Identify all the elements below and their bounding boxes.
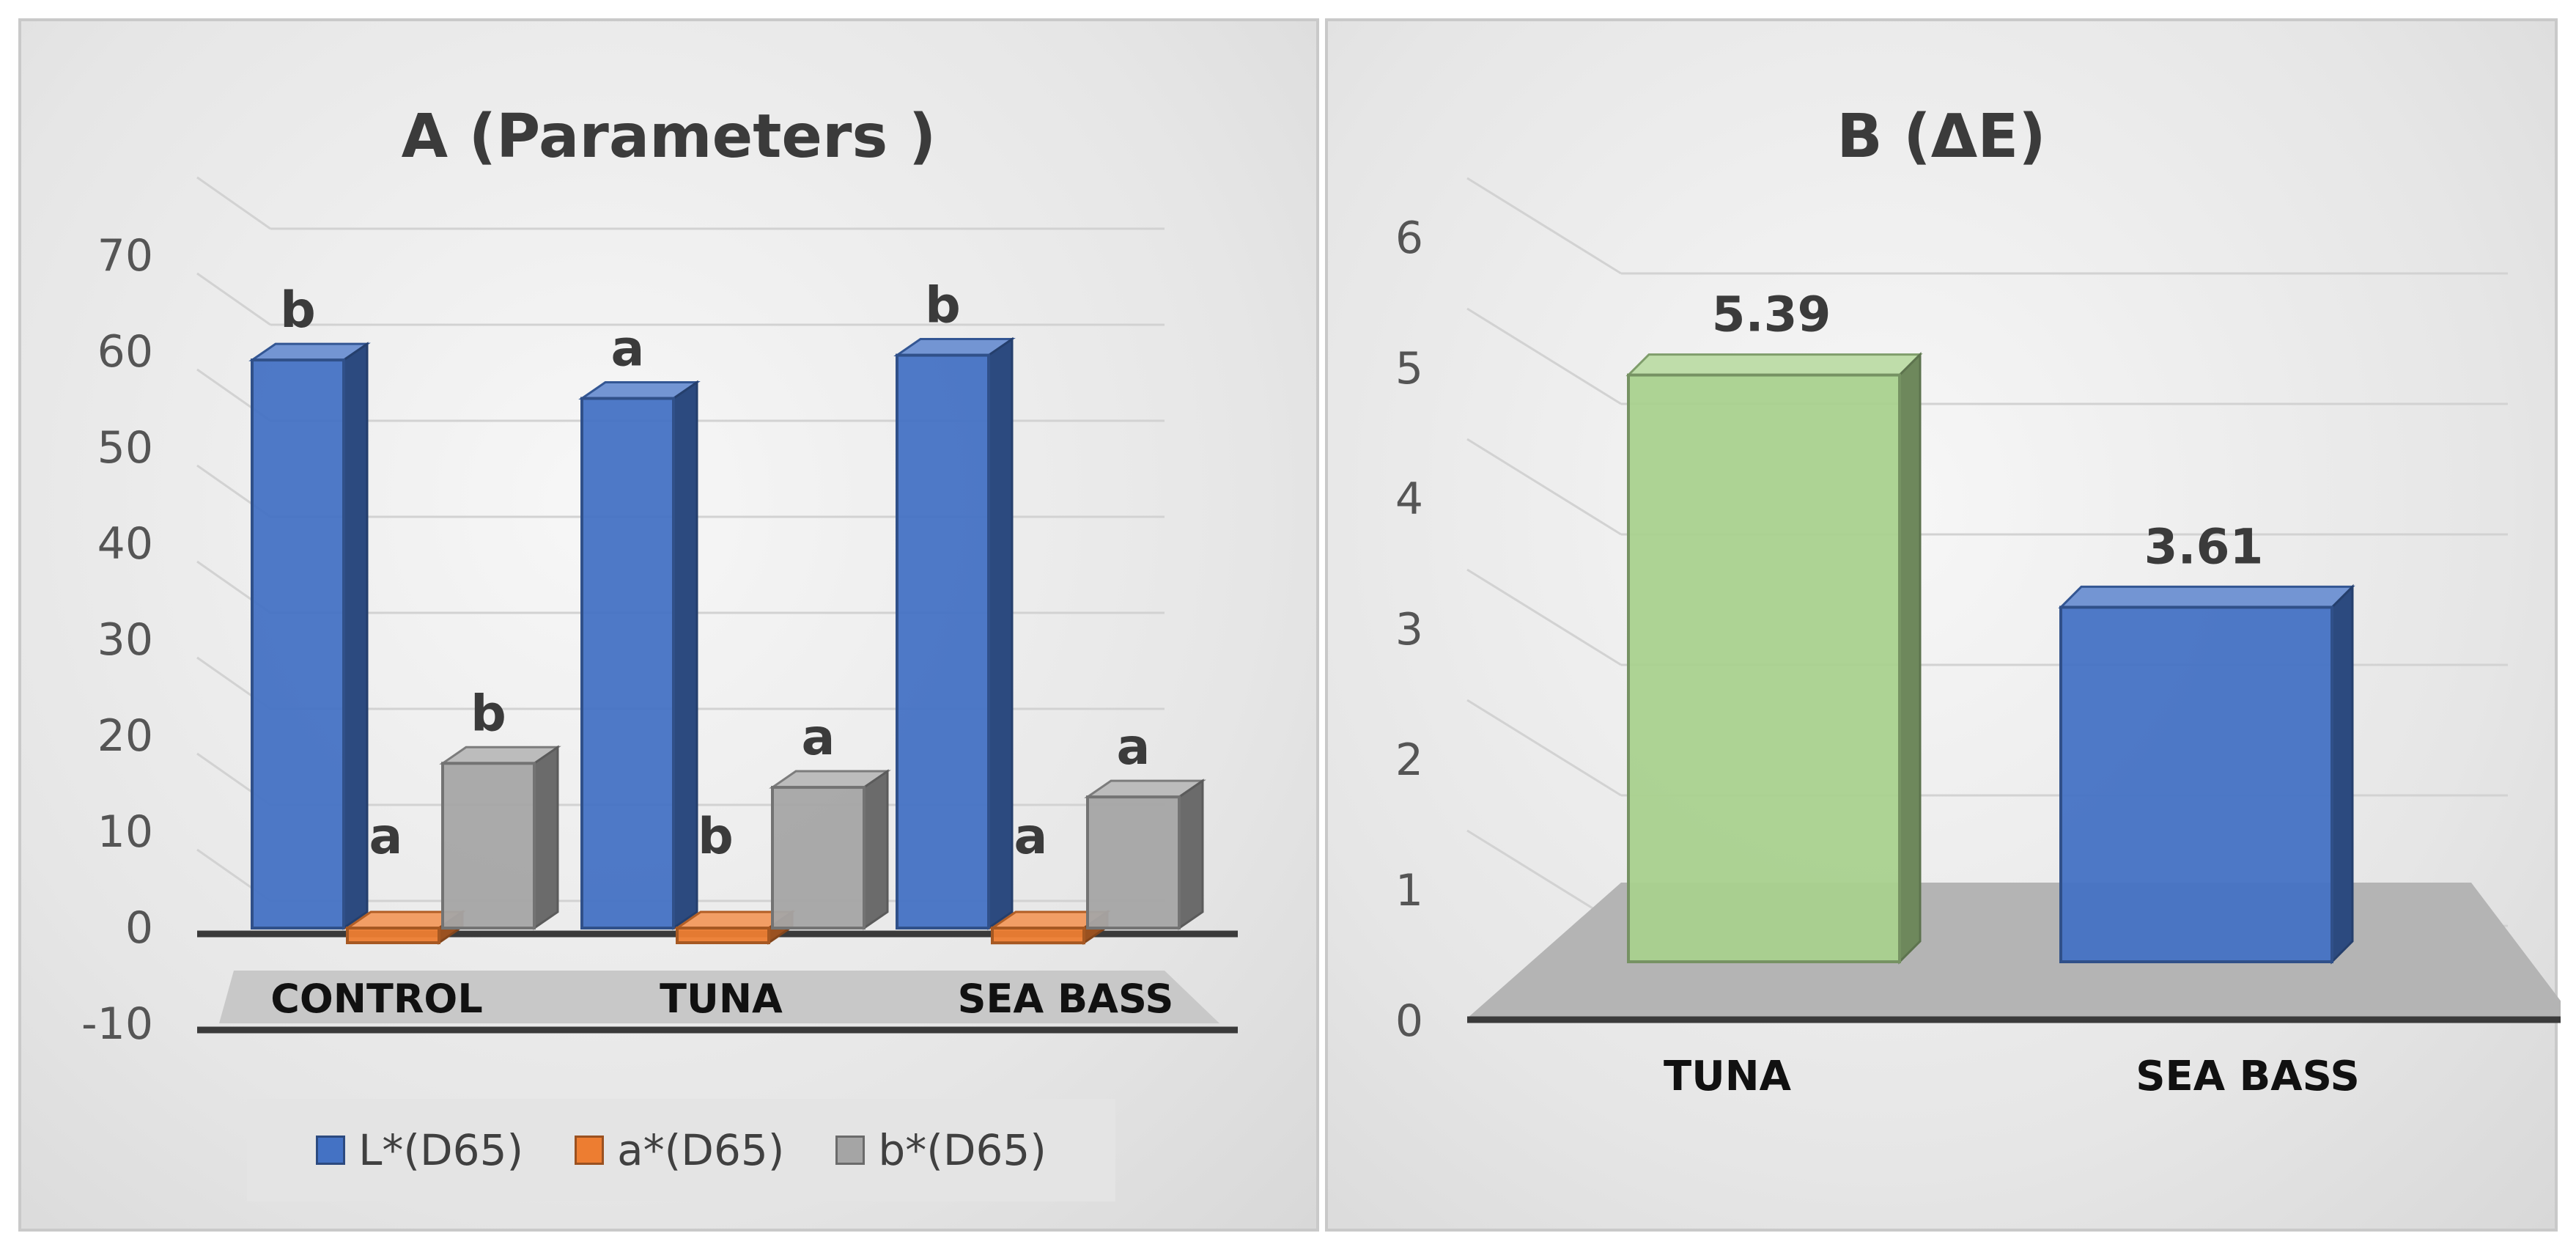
bar-0-1 [578, 380, 701, 930]
bar-0-2-front [896, 353, 990, 930]
bar-2-0-side [533, 745, 559, 930]
bar-b-0-top [1625, 353, 1923, 377]
y-tick-label-a: -10 [81, 998, 153, 1050]
bar-0-0-side [342, 342, 369, 930]
significance-label: b [925, 277, 961, 335]
bar-2-2-front [1086, 795, 1181, 930]
significance-label: b [280, 281, 316, 339]
bar-1-2-front [991, 927, 1085, 945]
significance-label: a [1117, 718, 1151, 776]
y-tick-label-a: 10 [97, 806, 153, 858]
bar-b-0-front [1627, 373, 1901, 963]
bar-0-2 [893, 336, 1016, 930]
chart-a-legend: L*(D65) a*(D65) b*(D65) [247, 1099, 1115, 1201]
y-tick-label-a: 60 [97, 326, 153, 378]
bar-b-1-side [2330, 584, 2354, 965]
y-tick-label-a: 50 [97, 422, 153, 474]
bar-2-0 [439, 745, 561, 930]
chart-b-title: B (ΔE) [1837, 102, 2046, 172]
legend-swatch-a [575, 1136, 605, 1165]
significance-label: a [802, 709, 835, 767]
significance-label: a [1014, 808, 1048, 866]
y-tick-label-b: 1 [1395, 865, 1423, 916]
legend-label-b: b*(D65) [878, 1125, 1047, 1175]
legend-swatch-b [835, 1136, 866, 1165]
category-label-b: TUNA [1664, 1053, 1792, 1100]
legend-item-a: a*(D65) [575, 1125, 784, 1175]
bar-b-0 [1625, 351, 1923, 965]
bar-b-1 [2058, 584, 2355, 965]
bar-b-1-front [2059, 606, 2333, 963]
bar-1-1-front [676, 927, 770, 944]
y-tick-label-a: 70 [97, 230, 153, 281]
bar-2-0-front [441, 762, 536, 930]
bar-b-1-top [2058, 585, 2355, 608]
bar-0-0-front [251, 358, 345, 930]
y-tick-label-b: 4 [1395, 474, 1423, 525]
bar-0-1-side [672, 380, 698, 930]
y-tick-label-b: 0 [1395, 995, 1423, 1047]
bar-b-0-side [1898, 351, 1922, 965]
grid-diag-b [1466, 438, 1622, 536]
legend-item-l: L*(D65) [316, 1125, 523, 1175]
significance-label: b [698, 808, 734, 866]
legend-label-a: a*(D65) [617, 1125, 785, 1175]
grid-diag-a [196, 272, 271, 326]
data-label-b: 5.39 [1712, 287, 1831, 343]
y-tick-label-a: 20 [97, 710, 153, 762]
grid-diag-b [1466, 568, 1622, 666]
category-label-b: SEA BASS [2136, 1053, 2360, 1100]
grid-diag-b [1466, 307, 1622, 405]
y-tick-label-a: 30 [97, 614, 153, 666]
y-tick-label-b: 3 [1395, 604, 1423, 655]
grid-diag-a [196, 176, 271, 230]
significance-label: a [611, 320, 645, 378]
y-tick-label-b: 2 [1395, 735, 1423, 786]
chart-a-title: A (Parameters ) [401, 102, 937, 172]
floor-a [219, 971, 1219, 1023]
y-tick-label-b: 6 [1395, 213, 1423, 264]
bar-2-2 [1084, 779, 1206, 930]
legend-swatch-l [316, 1136, 346, 1165]
data-label-b: 3.61 [2144, 518, 2264, 575]
bar-2-1-front [771, 786, 866, 930]
significance-label: a [369, 808, 403, 866]
bar-0-1-front [580, 397, 675, 930]
grid-diag-b [1466, 177, 1622, 275]
chart-b-plot: 6 5 4 3 2 1 0 5.39 3.61 TUNA SEA BASS [1395, 177, 2561, 1100]
bar-0-0 [248, 342, 371, 930]
legend-item-b: b*(D65) [835, 1125, 1047, 1175]
bar-2-1-side [863, 769, 889, 930]
category-label-a: SEA BASS [958, 976, 1174, 1022]
y-tick-label-a: 0 [125, 902, 153, 954]
bar-1-0-front [346, 927, 440, 944]
category-label-a: TUNA [660, 976, 783, 1022]
bar-2-2-side [1178, 779, 1204, 930]
grid-diag-b [1466, 699, 1622, 797]
category-label-a: CONTROL [270, 976, 482, 1022]
y-tick-label-a: 40 [97, 518, 153, 570]
chart-panel-a: 70 60 50 40 30 20 10 0 -10 b a b a b a b a a CONTROL TUNA SE… [18, 18, 1319, 1232]
y-tick-label-b: 5 [1395, 343, 1423, 394]
bar-0-2-side [987, 336, 1014, 930]
legend-label-l: L*(D65) [358, 1125, 524, 1175]
bar-2-1 [769, 769, 891, 930]
chart-a-plot: 70 60 50 40 30 20 10 0 -10 b a b a b a b a a CONTROL TUNA SE… [81, 176, 1238, 1050]
chart-panel-b: 6 5 4 3 2 1 0 5.39 3.61 TUNA SEA BASS B (ΔE) [1325, 18, 2561, 1232]
significance-label: b [470, 685, 506, 743]
